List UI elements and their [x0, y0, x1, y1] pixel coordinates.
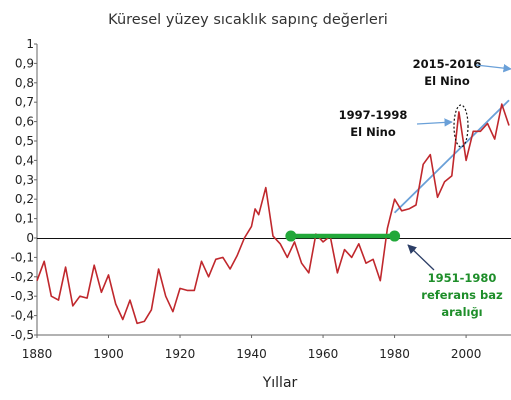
x-tick-label: 2000: [451, 347, 482, 361]
y-tick-label: 0,6: [15, 115, 34, 129]
x-tick-label: 1880: [22, 347, 53, 361]
y-tick-label: 0,1: [15, 212, 34, 226]
x-tick-label: 1980: [379, 347, 410, 361]
el-nino-highlight-ellipse: [453, 104, 469, 148]
x-tick-label: 1940: [236, 347, 267, 361]
y-tick-label: 0,2: [15, 192, 34, 206]
baseline-endpoint: [285, 230, 297, 242]
annotation-arrow: [407, 244, 435, 271]
annotation-arrow: [416, 118, 453, 127]
annotation-baseline-range: 1951-1980 referans baz aralığı: [407, 244, 503, 319]
annotation-2015-el-nino: 2015-2016 El Nino: [413, 57, 511, 88]
x-tick-label: 1900: [93, 347, 124, 361]
annotation-line: El Nino: [424, 74, 470, 88]
annotation-line: aralığı: [441, 305, 482, 319]
y-tick-label: 0,4: [15, 153, 34, 167]
y-tick-label: 0,7: [15, 95, 34, 109]
y-tick-label: 0,8: [15, 76, 34, 90]
x-tick-labels: 1880 1900 1920 1940 1960 1980 2000: [22, 335, 482, 361]
y-tick-label: 0: [26, 231, 34, 245]
y-tick-label: -0,5: [11, 328, 34, 342]
y-tick-label: -0,2: [11, 270, 34, 284]
y-tick-label: 1: [26, 37, 34, 51]
axes: [36, 44, 511, 336]
annotation-line: El Nino: [350, 125, 396, 139]
y-tick-label: -0,4: [11, 309, 34, 323]
y-tick-label: -0,1: [11, 250, 34, 264]
x-tick-label: 1960: [308, 347, 339, 361]
x-tick-label: 1920: [165, 347, 196, 361]
trend-line: [393, 99, 510, 214]
series-line: [36, 103, 510, 325]
y-tick-labels: -0,5 -0,4 -0,3 -0,2 -0,1 0 0,1 0,2 0,3 0,4 0,5 0,6 0…: [11, 37, 37, 342]
annotation-line: 2015-2016: [413, 57, 482, 71]
y-tick-label: -0,3: [11, 289, 34, 303]
annotation-1997-el-nino: 1997-1998 El Nino: [339, 108, 453, 139]
y-tick-label: 0,5: [15, 134, 34, 148]
y-tick-label: 0,3: [15, 173, 34, 187]
annotation-line: 1997-1998: [339, 108, 408, 122]
baseline-range: [285, 230, 401, 242]
y-tick-label: 0,9: [15, 56, 34, 70]
annotation-arrow: [475, 63, 511, 73]
x-axis-label: Yıllar: [262, 375, 298, 391]
baseline-endpoint: [389, 230, 401, 242]
chart-title: Küresel yüzey sıcaklık sapınç değerleri: [108, 12, 388, 28]
annotation-line: referans baz: [421, 288, 503, 302]
annotation-line: 1951-1980: [428, 271, 497, 285]
